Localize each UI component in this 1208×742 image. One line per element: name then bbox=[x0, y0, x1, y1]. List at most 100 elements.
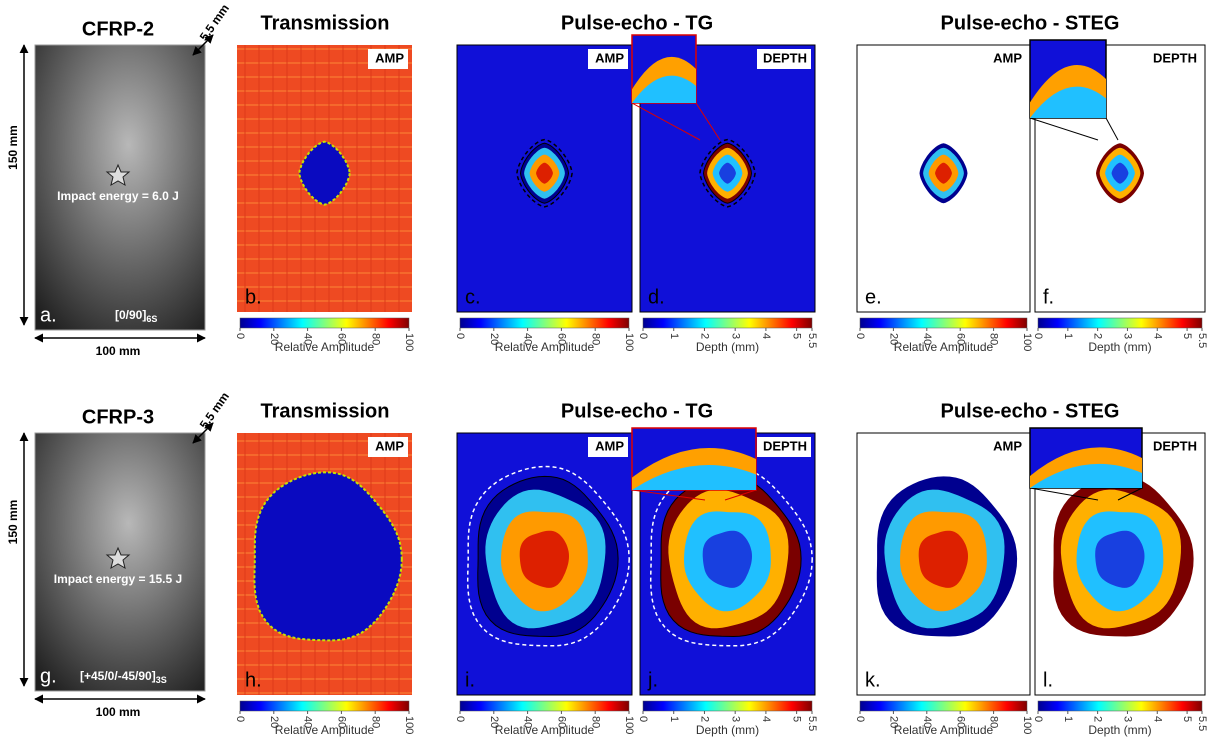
colorbar-tick-label: 0 bbox=[1032, 333, 1044, 339]
panel-title: Pulse-echo - STEG bbox=[941, 400, 1120, 422]
colorbar-tick-label: 100 bbox=[623, 333, 635, 351]
panel-title: Pulse-echo - TG bbox=[561, 12, 713, 34]
colorbar-tick-label: 5 bbox=[1181, 333, 1193, 339]
layup-subscript: 3S bbox=[156, 675, 167, 685]
panel-letter: c. bbox=[465, 286, 481, 308]
colorbar-tick-label: 3 bbox=[729, 716, 741, 722]
colorbar-tick-label: 1 bbox=[1062, 716, 1074, 722]
colorbar-tick-label: 1 bbox=[668, 333, 680, 339]
panel-title: Pulse-echo - TG bbox=[561, 400, 713, 422]
sample-name: CFRP-3 bbox=[82, 406, 154, 428]
panel-letter: d. bbox=[648, 286, 665, 308]
colorbar-tick-label: 2 bbox=[1092, 333, 1104, 339]
impact-label: Impact energy = 6.0 J bbox=[57, 189, 179, 203]
c-scan-panel: AMP b. bbox=[237, 45, 412, 312]
colorbar-tick-label: 5 bbox=[1181, 716, 1193, 722]
figure: Transmission Pulse-echo - TG Pulse-echo - … bbox=[0, 0, 1208, 742]
colorbar-label: Relative Amplitude bbox=[275, 723, 375, 737]
panel-tag: DEPTH bbox=[1153, 438, 1197, 453]
colorbar-tick-label: 0 bbox=[1032, 716, 1044, 722]
colorbar-label: Depth (mm) bbox=[696, 723, 759, 737]
colorbar bbox=[1038, 318, 1202, 328]
width-label: 100 mm bbox=[96, 344, 141, 358]
panel-title: Pulse-echo - STEG bbox=[941, 12, 1120, 34]
colorbar bbox=[240, 318, 409, 328]
colorbar-tick-label: 100 bbox=[623, 716, 635, 734]
colorbar-tick-label: 4 bbox=[760, 333, 772, 339]
colorbar bbox=[460, 701, 629, 711]
panel-letter: g. bbox=[40, 665, 57, 687]
colorbar-tick-label: 5.5 bbox=[1196, 716, 1208, 731]
colorbar-tick-label: 4 bbox=[1151, 333, 1163, 339]
colorbar-label: Relative Amplitude bbox=[275, 340, 375, 354]
colorbar-tick-label: 0 bbox=[454, 716, 466, 722]
colorbar-tick-label: 5 bbox=[791, 716, 803, 722]
colorbar bbox=[643, 701, 812, 711]
colorbar-tick-label: 100 bbox=[403, 716, 415, 734]
panel-letter: e. bbox=[865, 286, 882, 308]
colorbar-label: Relative Amplitude bbox=[894, 723, 994, 737]
colorbar-tick-label: 1 bbox=[668, 716, 680, 722]
colorbar-tick-label: 0 bbox=[234, 716, 246, 722]
panel-tag: AMP bbox=[993, 50, 1022, 65]
height-label: 150 mm bbox=[6, 125, 20, 170]
colorbar-tick-label: 2 bbox=[1092, 716, 1104, 722]
colorbar-label: Depth (mm) bbox=[696, 340, 759, 354]
specimen-photo bbox=[35, 45, 205, 330]
colorbar-tick-label: 100 bbox=[1021, 333, 1033, 351]
thickness-label: 5.5 mm bbox=[197, 2, 232, 44]
layup: [+45/0/-45/90] bbox=[80, 669, 156, 683]
colorbar-label: Depth (mm) bbox=[1088, 723, 1151, 737]
panel-tag: AMP bbox=[375, 50, 404, 65]
c-scan-panel: AMP k. bbox=[857, 433, 1030, 695]
c-scan-panel: AMP h. bbox=[237, 433, 412, 695]
colorbar-tick-label: 5.5 bbox=[1196, 333, 1208, 348]
colorbar-tick-label: 5 bbox=[791, 333, 803, 339]
colorbar bbox=[240, 701, 409, 711]
panel-tag: AMP bbox=[595, 50, 624, 65]
colorbar-tick-label: 0 bbox=[454, 333, 466, 339]
panel-tag: AMP bbox=[375, 438, 404, 453]
panel-letter: a. bbox=[40, 304, 57, 326]
colorbar-label: Relative Amplitude bbox=[894, 340, 994, 354]
panel-title: Transmission bbox=[261, 12, 390, 34]
colorbar-tick-label: 5.5 bbox=[806, 716, 818, 731]
panel-letter: i. bbox=[465, 669, 475, 691]
colorbar bbox=[860, 701, 1027, 711]
layup-label: [+45/0/-45/90]3S bbox=[80, 669, 167, 685]
colorbar-tick-label: 3 bbox=[1122, 716, 1134, 722]
colorbar-label: Depth (mm) bbox=[1088, 340, 1151, 354]
sample-name: CFRP-2 bbox=[82, 18, 154, 40]
panel-tag: AMP bbox=[595, 438, 624, 453]
c-scan-panel: AMP e. bbox=[857, 45, 1030, 312]
panel-letter: l. bbox=[1043, 669, 1053, 691]
panel-letter: f. bbox=[1043, 286, 1054, 308]
thickness-label: 5.5 mm bbox=[197, 390, 232, 432]
panel-letter: k. bbox=[865, 669, 881, 691]
colorbar-tick-label: 1 bbox=[1062, 333, 1074, 339]
impact-label: Impact energy = 15.5 J bbox=[54, 572, 182, 586]
colorbar-tick-label: 3 bbox=[729, 333, 741, 339]
width-label: 100 mm bbox=[96, 705, 141, 719]
colorbar-label: Relative Amplitude bbox=[495, 340, 595, 354]
colorbar-label: Relative Amplitude bbox=[495, 723, 595, 737]
colorbar-tick-label: 100 bbox=[1021, 716, 1033, 734]
colorbar-tick-label: 0 bbox=[637, 716, 649, 722]
colorbar-tick-label: 5.5 bbox=[806, 333, 818, 348]
height-label: 150 mm bbox=[6, 500, 20, 545]
layup: [0/90] bbox=[115, 308, 146, 322]
colorbar-tick-label: 4 bbox=[760, 716, 772, 722]
panel-tag: AMP bbox=[993, 438, 1022, 453]
colorbar-tick-label: 0 bbox=[234, 333, 246, 339]
panel-letter: b. bbox=[245, 286, 262, 308]
colorbar-tick-label: 2 bbox=[699, 333, 711, 339]
colorbar-tick-label: 0 bbox=[854, 716, 866, 722]
panel-letter: j. bbox=[647, 669, 658, 691]
colorbar bbox=[860, 318, 1027, 328]
layup-subscript: 6S bbox=[146, 314, 157, 324]
colorbar-tick-label: 3 bbox=[1122, 333, 1134, 339]
panel-letter: h. bbox=[245, 669, 262, 691]
colorbar-tick-label: 100 bbox=[403, 333, 415, 351]
colorbar bbox=[1038, 701, 1202, 711]
colorbar-tick-label: 2 bbox=[699, 716, 711, 722]
